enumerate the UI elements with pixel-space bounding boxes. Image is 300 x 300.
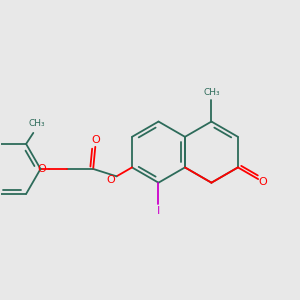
Text: CH₃: CH₃ — [203, 88, 220, 97]
Text: I: I — [157, 206, 160, 216]
Text: O: O — [91, 135, 100, 145]
Text: CH₃: CH₃ — [28, 119, 45, 128]
Text: O: O — [259, 177, 267, 187]
Text: O: O — [106, 175, 115, 185]
Text: O: O — [38, 164, 46, 174]
